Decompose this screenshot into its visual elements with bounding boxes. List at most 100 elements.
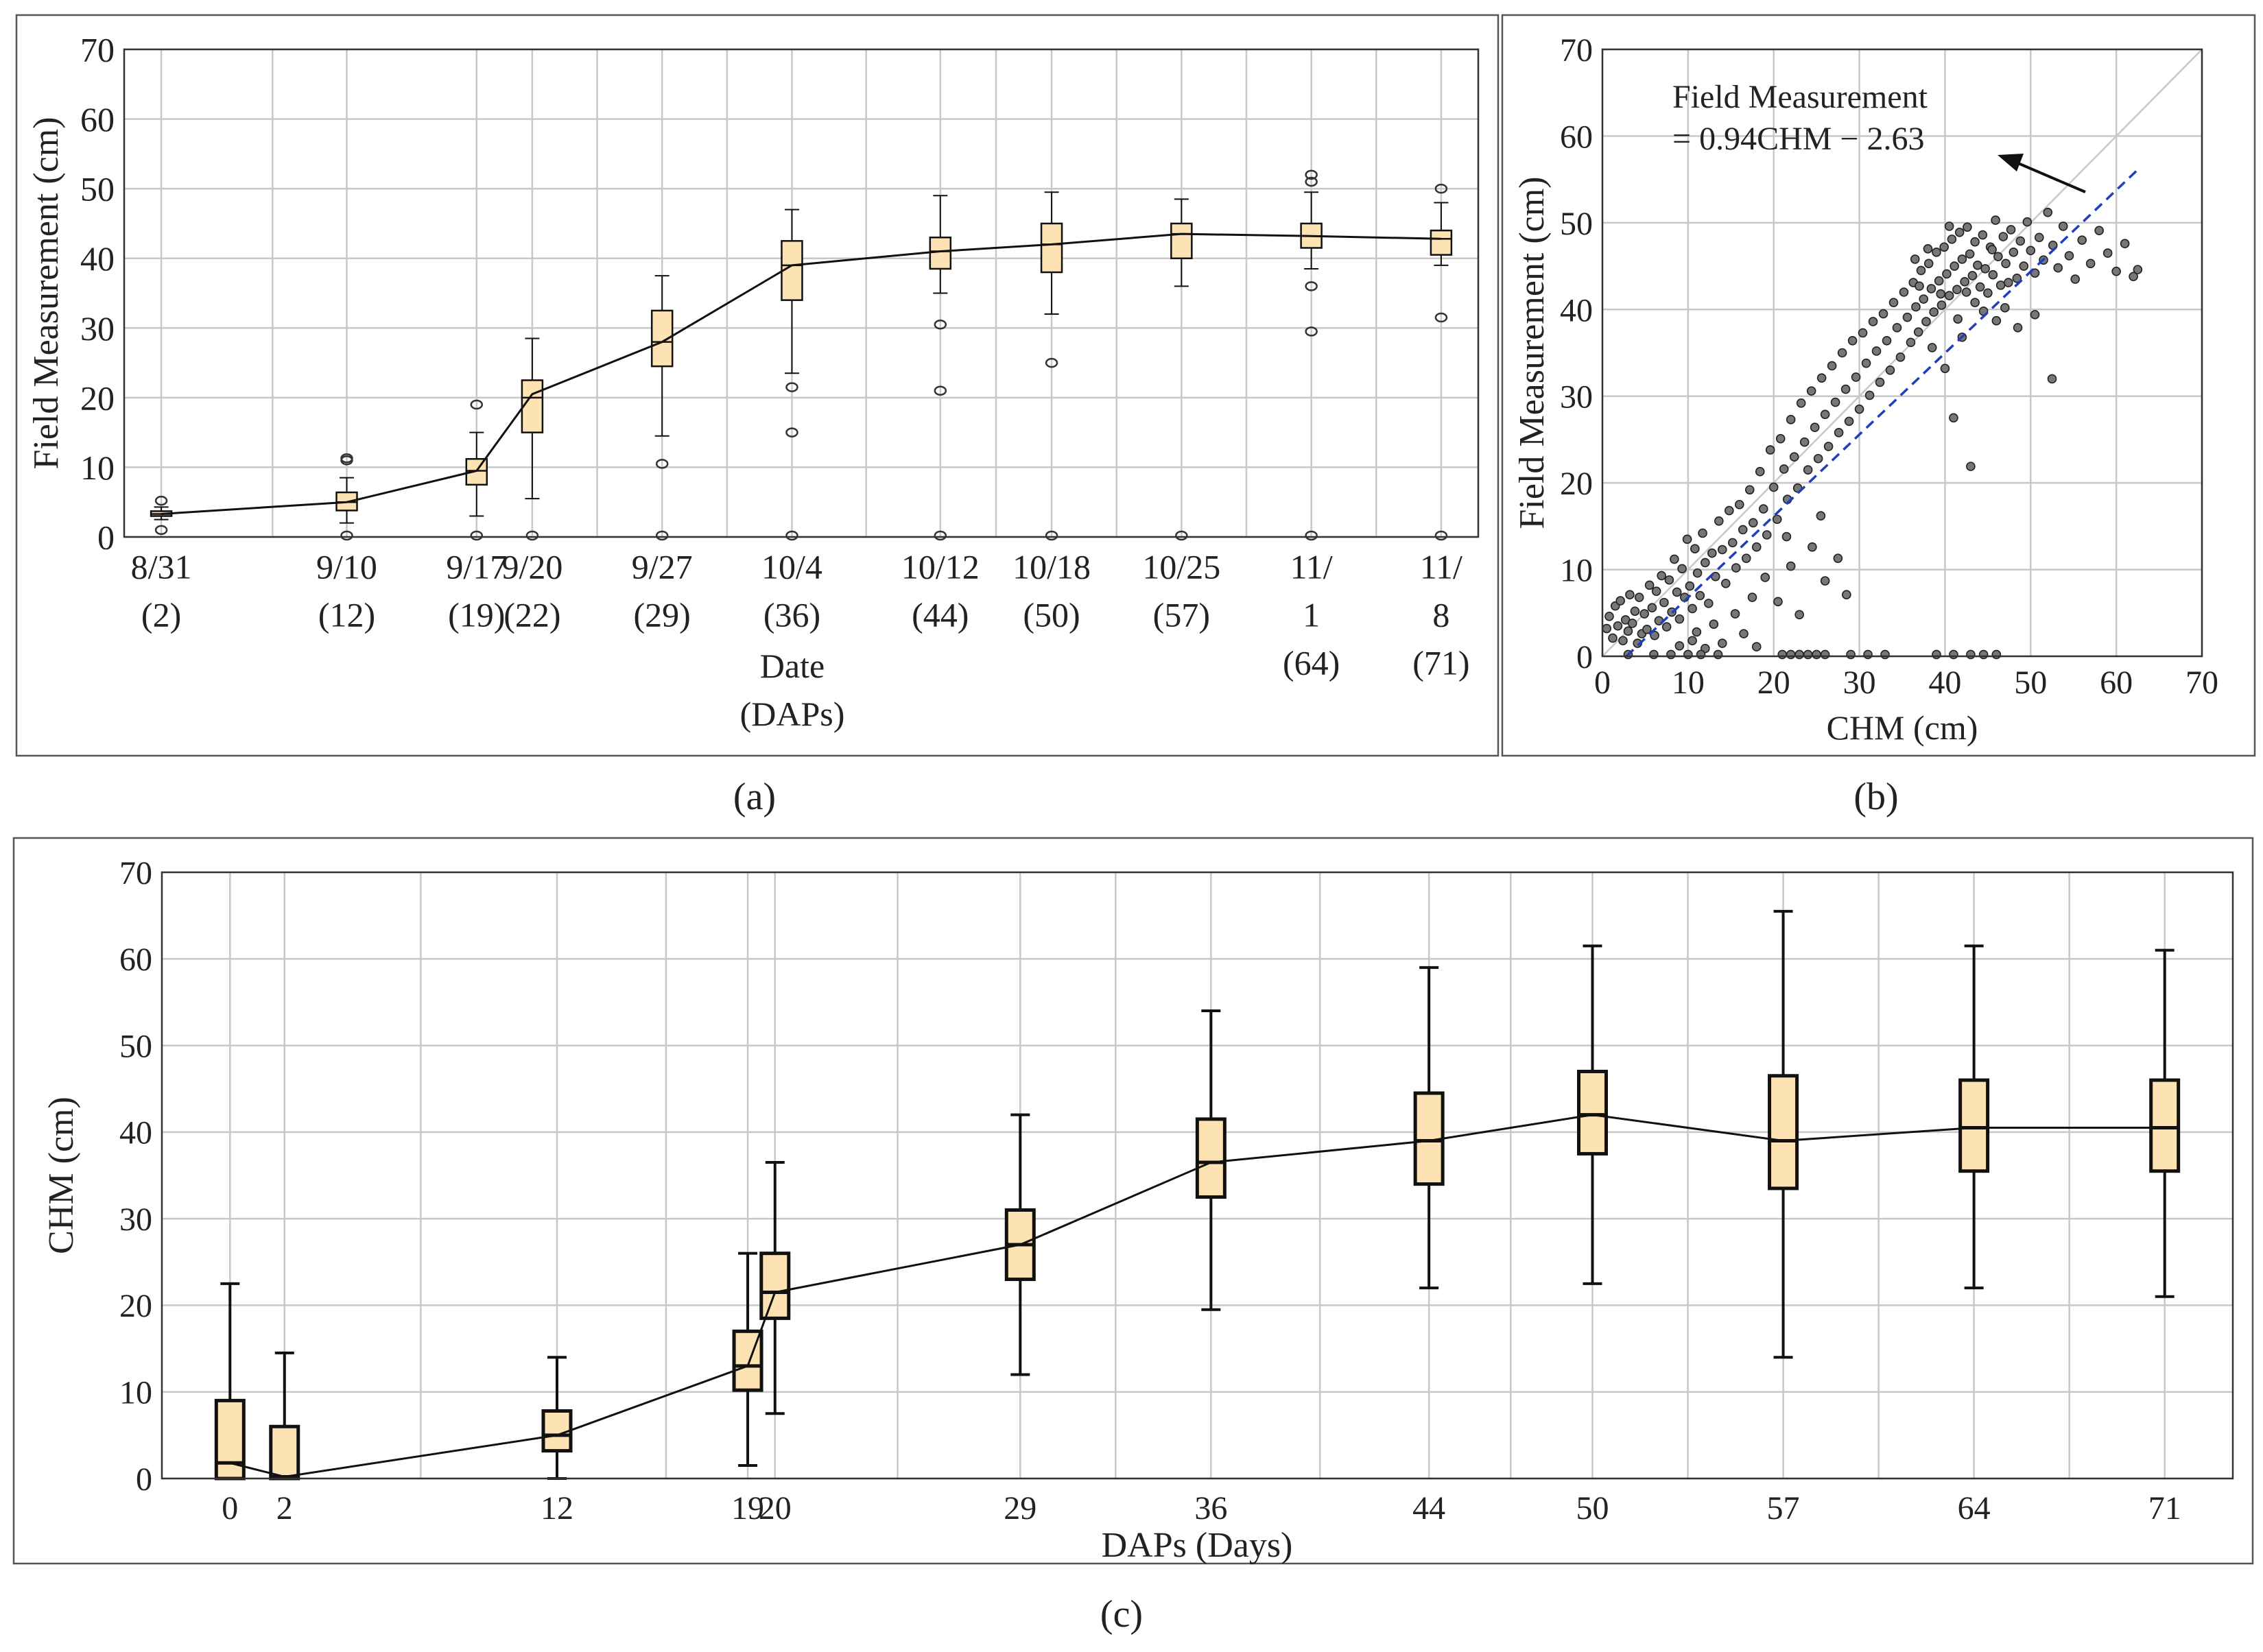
scatter-point	[1923, 259, 1934, 269]
scatter-point	[1991, 649, 2002, 660]
scatter-point	[1993, 252, 2003, 261]
x-tick-label: (57)	[1153, 596, 1210, 634]
box-iqr	[521, 379, 544, 433]
scatter-point	[1885, 365, 1895, 375]
box-x29	[650, 275, 674, 541]
scatter-point	[1659, 597, 1669, 608]
scatter-point	[1794, 610, 1804, 620]
scatter-point	[1649, 649, 1659, 660]
outlier-point	[1305, 326, 1318, 337]
outlier-point	[1434, 183, 1448, 194]
scatter-point	[1747, 592, 1757, 602]
x-tick-label: 0	[222, 1490, 238, 1527]
scatter-point	[1718, 638, 1727, 648]
scatter-point	[2102, 248, 2113, 258]
scatter-point	[1961, 287, 1971, 297]
scatter-point	[1927, 343, 1937, 352]
scatter-point	[1623, 626, 1633, 636]
box-x57	[1768, 909, 1799, 1359]
box-x29	[1004, 1113, 1036, 1376]
scatter-point	[2000, 302, 2010, 313]
scatter-point	[1713, 649, 1723, 660]
y-tick-label: 30	[80, 309, 115, 348]
y-tick-label: 50	[1560, 206, 1593, 242]
scatter-point	[1779, 464, 1789, 474]
x-tick-label: 9/27	[632, 548, 693, 586]
scatter-point	[1615, 596, 1626, 606]
scatter-point	[1915, 281, 1924, 291]
x-tick-label: 64	[1958, 1490, 1991, 1527]
outlier-point	[1305, 530, 1318, 541]
y-tick-label: 0	[1576, 639, 1593, 675]
scatter-point	[1858, 328, 1868, 338]
x-tick-label: 70	[2185, 665, 2218, 701]
scatter-point	[1978, 230, 1988, 240]
scatter-point	[1692, 627, 1702, 637]
y-axis-label: Field Measurement (cm)	[1513, 176, 1552, 529]
x-tick-label: 29	[1004, 1490, 1036, 1527]
scatter-point	[1760, 573, 1770, 582]
x-tick-label: 8/31	[131, 548, 192, 586]
scatter-point	[1966, 649, 1976, 660]
scatter-point	[1919, 294, 1929, 304]
scatter-point	[1630, 606, 1640, 616]
y-tick-label: 20	[1560, 466, 1593, 502]
scatter-point	[1965, 249, 1975, 259]
scatter-point	[1916, 265, 1926, 276]
x-tick-label: 71	[2148, 1490, 2181, 1527]
scatter-point	[1932, 649, 1941, 660]
box-iqr	[269, 1424, 300, 1481]
scatter-point	[1755, 466, 1765, 477]
x-tick-label: 30	[1843, 665, 1876, 701]
x-tick-label: (2)	[141, 596, 181, 634]
box-x50	[1576, 944, 1608, 1285]
scatter-point	[1727, 538, 1738, 548]
scatter-point	[1692, 568, 1703, 578]
scatter-point	[2085, 259, 2096, 269]
y-tick-label: 70	[80, 31, 115, 69]
scatter-point	[1834, 428, 1844, 438]
scatter-point	[1604, 612, 1614, 621]
scatter-point	[1808, 542, 1817, 552]
y-tick-label: 10	[1560, 553, 1593, 589]
x-tick-label: 9/10	[316, 548, 377, 586]
scatter-point	[1677, 564, 1687, 574]
scatter-point	[1944, 222, 1954, 231]
scatter-point	[1820, 409, 1830, 420]
scatter-point	[2006, 225, 2016, 235]
scatter-point	[1988, 270, 1998, 280]
scatter-point	[1929, 307, 1939, 317]
box-x64	[1958, 944, 1990, 1290]
scatter-point	[1748, 518, 1758, 528]
box-iqr	[214, 1398, 246, 1481]
x-tick-label: 10/4	[761, 548, 822, 586]
scatter-point	[1923, 243, 1933, 254]
box-x19	[732, 1252, 763, 1468]
scatter-point	[1983, 288, 1993, 298]
scatter-point	[1921, 317, 1931, 326]
x-tick-label: 11/	[1290, 548, 1333, 586]
scatter-point	[1910, 254, 1920, 264]
y-tick-label: 20	[80, 379, 115, 417]
outlier-point	[1305, 176, 1318, 187]
y-tick-label: 60	[1560, 119, 1593, 155]
scatter-point	[1634, 592, 1644, 602]
outlier-point	[1045, 357, 1058, 368]
scatter-point	[1625, 590, 1635, 600]
scatter-point	[1820, 576, 1830, 586]
scatter-point	[1934, 276, 1944, 286]
scatter-point	[1627, 619, 1637, 628]
x-tick-label: 12	[541, 1490, 573, 1527]
scatter-point	[1639, 609, 1649, 619]
scatter-point	[1651, 586, 1661, 596]
scatter-point	[2070, 274, 2081, 284]
scatter-point	[1952, 285, 1962, 295]
scatter-point	[1672, 587, 1682, 597]
scatter-point	[1724, 505, 1734, 516]
box-iqr	[1958, 1078, 1990, 1173]
panel-a-label: (a)	[733, 776, 776, 818]
x-tick-label: (44)	[912, 596, 969, 634]
x-tick-label: 20	[1757, 665, 1790, 701]
x-tick-label: (12)	[318, 596, 375, 634]
y-tick-label: 60	[119, 942, 152, 978]
